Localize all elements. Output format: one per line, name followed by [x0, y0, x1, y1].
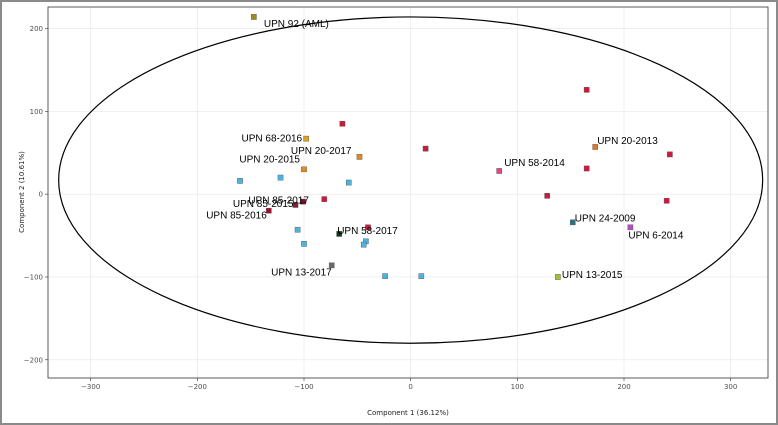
data-point — [360, 241, 367, 248]
data-point — [555, 274, 561, 280]
x-tick-label: 200 — [617, 383, 630, 391]
point-label: UPN 58-2014 — [504, 158, 565, 169]
x-tick-label: 100 — [511, 383, 524, 391]
data-point — [663, 197, 670, 204]
data-point — [544, 193, 550, 199]
data-point — [237, 178, 243, 184]
data-point — [328, 262, 335, 269]
data-point — [292, 202, 299, 208]
data-point — [294, 226, 301, 233]
data-point — [301, 241, 307, 247]
data-point — [266, 207, 272, 214]
data-point — [627, 224, 634, 231]
data-point — [365, 224, 371, 231]
data-point — [339, 120, 346, 127]
data-point — [583, 87, 590, 93]
grid — [48, 7, 768, 378]
data-point — [592, 144, 598, 150]
data-point — [321, 196, 328, 202]
point-label: UPN 58-2017 — [337, 226, 398, 237]
point-label: UPN 20-2017 — [291, 146, 352, 157]
x-tick-label: −100 — [294, 383, 313, 391]
y-tick-label: 0 — [39, 191, 43, 199]
point-label: UPN 24-2009 — [575, 213, 636, 224]
y-axis-title: Component 2 (10.61%) — [18, 151, 26, 233]
data-point — [418, 273, 425, 279]
data-point — [346, 179, 352, 186]
x-axis-title: Component 1 (36.12%) — [367, 409, 449, 417]
data-point — [667, 151, 673, 158]
point-label: UPN 85-2016 — [206, 211, 267, 222]
data-point — [301, 166, 307, 173]
data-point — [356, 154, 363, 160]
point-label: UPN 85-2017 — [248, 196, 309, 207]
data-point — [336, 231, 343, 237]
y-tick-label: 200 — [30, 25, 43, 33]
data-point — [422, 145, 429, 152]
y-tick-label: −100 — [24, 273, 43, 281]
data-point — [300, 198, 306, 205]
point-label: UPN 20-2013 — [597, 136, 658, 147]
point-label: UPN 68-2016 — [242, 134, 303, 145]
data-point — [583, 165, 590, 172]
point-label: UPN 85-2015 — [233, 199, 294, 210]
data-point — [496, 168, 503, 174]
point-label: UPN 13-2017 — [271, 267, 332, 278]
x-tick-label: −300 — [81, 383, 100, 391]
plot-panel-border — [47, 6, 769, 379]
y-tick-label: 100 — [30, 108, 43, 116]
data-point — [382, 273, 388, 279]
x-tick-label: 0 — [408, 383, 412, 391]
axis-ticks: −300 −200 −100 0 100 200 300 −200 −100 0 100 200 — [24, 25, 738, 391]
data-point — [277, 174, 284, 181]
x-tick-label: −200 — [188, 383, 207, 391]
data-point — [251, 14, 257, 20]
point-label: UPN 6-2014 — [628, 230, 683, 241]
y-tick-label: −200 — [24, 356, 43, 364]
confidence-ellipse — [58, 16, 764, 344]
data-point — [303, 135, 309, 142]
point-label: UPN 20-2015 — [239, 154, 300, 165]
point-label: UPN 92 (AML) — [264, 19, 329, 30]
point-label: UPN 13-2015 — [562, 270, 623, 281]
data-points — [237, 14, 673, 280]
x-tick-label: 300 — [724, 383, 737, 391]
data-point — [570, 219, 576, 226]
